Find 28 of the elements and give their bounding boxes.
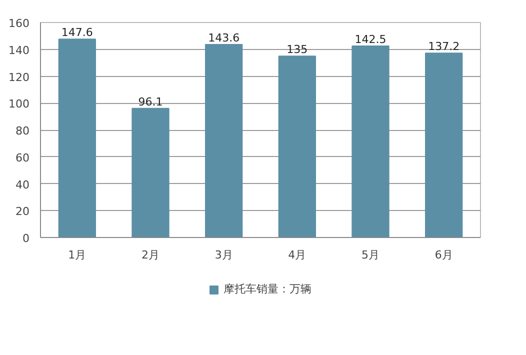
y-tick-label: 40 [16,178,30,192]
data-label: 135 [286,43,308,56]
y-tick-label: 0 [22,232,30,245]
bar [58,38,96,238]
y-tick-label: 80 [16,124,30,138]
data-label: 137.2 [428,40,460,54]
y-tick-label: 20 [16,205,30,218]
x-tick-label: 1月 [68,248,86,262]
bar [205,44,243,238]
x-tick-label: 6月 [434,248,453,262]
y-tick-label: 120 [8,70,30,84]
bar [352,46,390,238]
x-tick-label: 2月 [142,248,160,262]
data-label: 143.6 [208,32,240,45]
y-tick-label: 60 [16,151,30,164]
data-label: 142.5 [354,33,386,46]
bar [278,56,316,238]
y-tick-label: 140 [8,44,30,57]
y-tick-label: 160 [8,17,30,30]
y-tick-label: 100 [8,98,30,111]
x-tick-label: 5月 [362,248,380,262]
data-label: 147.6 [61,26,93,40]
x-tick-label: 4月 [288,248,306,262]
bar [425,52,463,238]
x-tick-label: 3月 [214,248,233,262]
data-label: 96.1 [138,95,163,108]
legend-label: 摩托车销量：万辆 [224,282,312,296]
bar [132,108,170,238]
